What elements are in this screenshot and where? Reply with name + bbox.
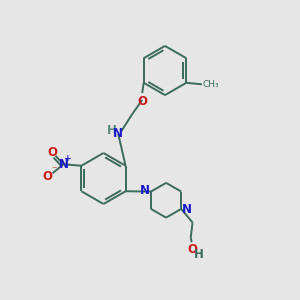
- Text: ⁻: ⁻: [52, 165, 57, 175]
- Text: O: O: [187, 243, 197, 256]
- Text: N: N: [140, 184, 150, 197]
- Text: H: H: [194, 248, 204, 261]
- Text: O: O: [47, 146, 57, 159]
- Text: O: O: [43, 170, 53, 183]
- Text: +: +: [64, 154, 72, 163]
- Text: O: O: [137, 95, 147, 108]
- Text: N: N: [113, 127, 123, 140]
- Text: N: N: [58, 158, 68, 171]
- Text: N: N: [182, 203, 192, 216]
- Text: CH₃: CH₃: [203, 80, 219, 89]
- Text: H: H: [107, 124, 116, 137]
